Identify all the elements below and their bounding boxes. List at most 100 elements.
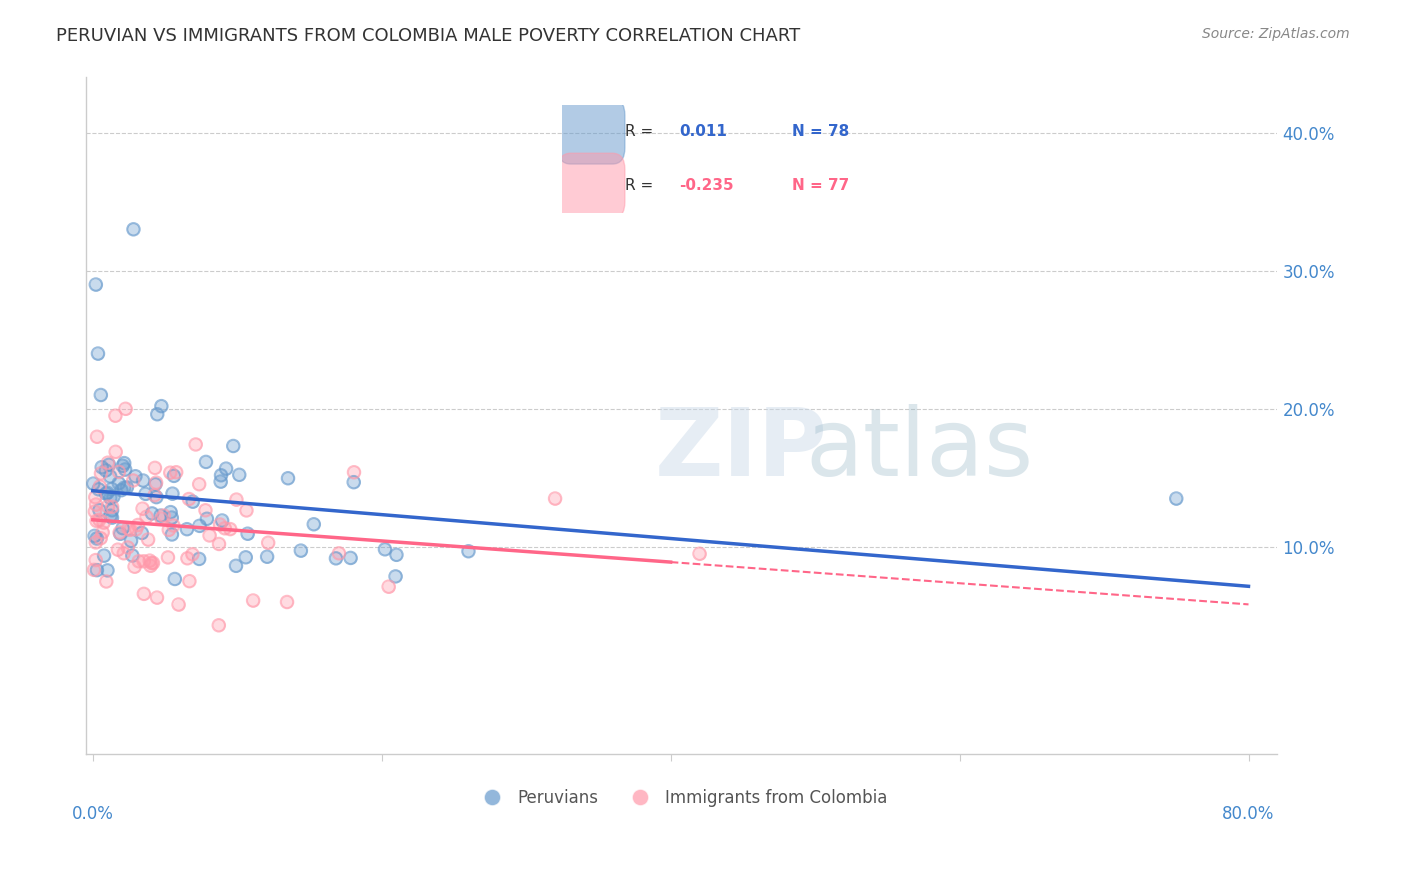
Point (120, 533, 142, 548)
Point (90, 531, 112, 545)
Point (108, 465, 131, 479)
Point (181, 494, 204, 508)
Point (162, 486, 184, 500)
Point (145, 475, 167, 490)
Point (145, 490, 167, 504)
Point (122, 474, 145, 488)
Point (114, 401, 136, 416)
Point (153, 508, 176, 523)
Point (82, 476, 104, 491)
Point (374, 542, 396, 557)
Point (198, 528, 221, 542)
Point (256, 549, 278, 564)
Point (101, 500, 124, 514)
Point (98, 491, 121, 505)
Point (176, 522, 198, 536)
Text: 80.0%: 80.0% (1222, 805, 1275, 822)
Point (276, 595, 298, 609)
Point (145, 477, 167, 491)
Point (157, 523, 180, 537)
Point (181, 547, 204, 561)
Point (114, 401, 136, 416)
Point (98, 469, 121, 483)
Point (108, 465, 131, 479)
Point (325, 551, 347, 566)
Text: ZIP: ZIP (655, 403, 828, 496)
Point (120, 523, 142, 537)
Point (211, 514, 233, 528)
Point (86, 430, 108, 444)
Point (188, 477, 211, 491)
Point (97, 456, 120, 470)
Point (84, 535, 107, 549)
Point (235, 550, 257, 565)
Point (120, 533, 142, 548)
Point (112, 481, 135, 495)
Point (208, 537, 231, 551)
Point (89, 503, 111, 517)
Point (132, 587, 155, 601)
Point (139, 558, 162, 573)
Point (143, 488, 166, 502)
Point (225, 558, 247, 573)
Point (101, 503, 124, 517)
Point (181, 494, 204, 508)
Point (86, 514, 108, 528)
Point (128, 554, 150, 568)
Point (343, 465, 366, 479)
Point (208, 517, 231, 532)
Point (143, 488, 166, 502)
Point (108, 525, 131, 540)
Point (177, 491, 200, 506)
Point (544, 491, 567, 506)
Point (90, 460, 112, 475)
Point (156, 550, 179, 565)
Point (150, 511, 173, 525)
Point (83, 529, 105, 543)
Point (100, 482, 122, 496)
Point (84, 277, 107, 292)
Point (184, 437, 207, 451)
Point (176, 522, 198, 536)
Point (90, 388, 112, 402)
Point (104, 409, 127, 423)
Point (228, 467, 250, 482)
Point (146, 407, 169, 421)
Point (208, 537, 231, 551)
Point (112, 456, 135, 470)
Point (100, 508, 122, 523)
Point (84, 490, 107, 504)
Point (328, 546, 350, 560)
Point (236, 526, 259, 541)
Point (384, 569, 406, 583)
Point (160, 510, 183, 524)
Point (138, 554, 160, 568)
Point (101, 500, 124, 514)
Point (117, 521, 139, 535)
Point (208, 618, 231, 632)
Point (122, 474, 145, 488)
Point (159, 466, 181, 480)
Point (145, 477, 167, 491)
Point (87, 483, 110, 497)
Point (117, 541, 139, 555)
Point (159, 505, 181, 519)
Point (96, 563, 118, 577)
Point (165, 465, 187, 479)
Point (83, 563, 105, 577)
Point (384, 569, 406, 583)
Legend: Peruvians, Immigrants from Colombia: Peruvians, Immigrants from Colombia (470, 782, 894, 814)
Point (83, 505, 105, 519)
Point (115, 480, 138, 494)
Point (143, 461, 166, 475)
Point (127, 518, 149, 533)
Point (235, 503, 257, 517)
Point (176, 551, 198, 566)
Text: atlas: atlas (806, 403, 1033, 496)
Point (101, 503, 124, 517)
Point (163, 572, 186, 586)
Point (132, 587, 155, 601)
Point (215, 461, 238, 475)
Point (194, 503, 217, 517)
Point (94, 463, 117, 477)
